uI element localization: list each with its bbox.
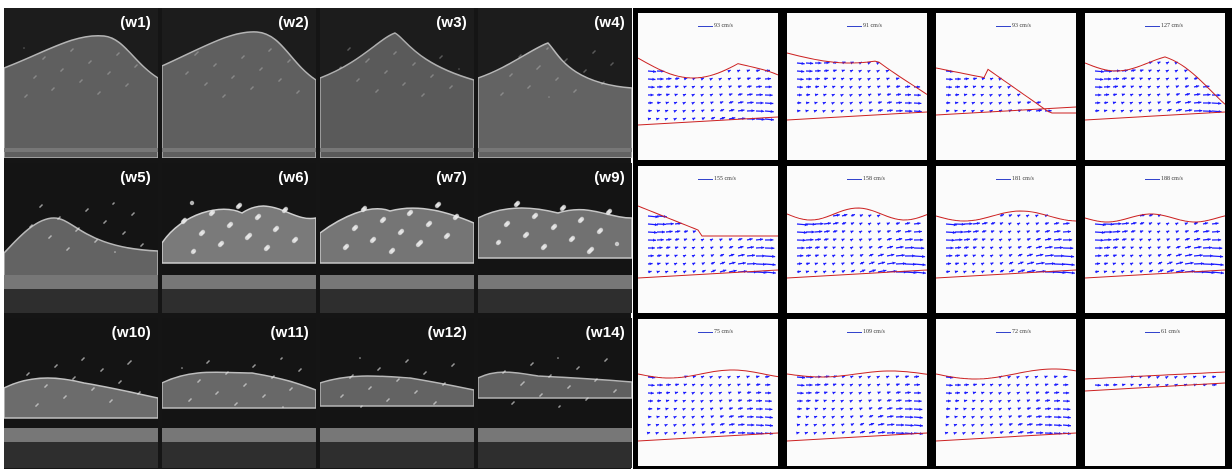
velocity-scale-label: 75 cm/s [714,329,733,335]
velocity-scale-label: 181 cm/s [1012,176,1034,182]
velocity-scale-label: 61 cm/s [1161,329,1180,335]
velocity-field [787,370,927,442]
wave-photo-frame: (w4) [478,8,632,158]
piv-velocity-plot: 109 cm/s [787,319,927,466]
velocity-scale-label: 72 cm/s [1012,329,1031,335]
wave-photo-frame: (w9) [478,163,632,313]
frame-label: (w3) [436,14,467,31]
wave-photo-frame: (w6) [162,163,316,313]
velocity-scale-label: 155 cm/s [714,176,736,182]
wave-photo-image [162,318,316,468]
frame-label: (w9) [594,169,625,186]
wave-photo-image [162,8,316,158]
velocity-field [638,57,778,126]
velocity-scale-bar [698,26,713,27]
wave-photo-frame: (w11) [162,318,316,468]
frame-label: (w10) [111,324,151,341]
photo-sequence-grid: (w1) (w2) (w3) (w4) (w5) (w6) (w7) (w9) (w10) (w1… [4,8,632,469]
velocity-scale-label: 93 cm/s [714,23,733,29]
frame-label: (w5) [120,169,151,186]
wave-photo-image [478,8,632,158]
wave-photo-image [320,318,474,468]
wave-photo-frame: (w12) [320,318,474,468]
velocity-scale-bar [996,26,1011,27]
velocity-scale-label: 127 cm/s [1161,23,1183,29]
piv-velocity-grid: 93 cm/s 91 cm/s 93 cm/s 127 cm/s 155 cm/s 158… [633,8,1232,469]
frame-label: (w11) [270,324,309,341]
velocity-scale-bar [698,332,713,333]
velocity-scale-bar [847,26,862,27]
velocity-scale-label: 93 cm/s [1012,23,1031,29]
wave-photo-frame: (w5) [4,163,158,313]
piv-velocity-plot: 181 cm/s [936,166,1076,313]
wave-photo-frame: (w7) [320,163,474,313]
piv-velocity-plot: 188 cm/s [1085,166,1225,313]
wave-photo-image [478,163,632,313]
frame-label: (w7) [436,169,467,186]
velocity-field [638,369,778,442]
wave-photo-image [4,163,158,313]
frame-label: (w1) [120,14,151,31]
wave-photo-image [320,8,474,158]
velocity-field [1085,56,1225,121]
wave-photo-image [4,8,158,158]
velocity-scale-bar [1145,332,1160,333]
piv-velocity-plot: 155 cm/s [638,166,778,313]
wave-photo-frame: (w1) [4,8,158,158]
piv-velocity-plot: 93 cm/s [638,13,778,160]
velocity-scale-bar [1145,26,1160,27]
velocity-field [1085,371,1225,392]
velocity-scale-bar [996,332,1011,333]
velocity-scale-bar [698,179,713,180]
velocity-field [936,368,1076,442]
velocity-field [787,52,927,121]
velocity-scale-bar [847,332,862,333]
wave-photo-frame: (w2) [162,8,316,158]
piv-velocity-plot: 91 cm/s [787,13,927,160]
piv-velocity-plot: 158 cm/s [787,166,927,313]
frame-label: (w12) [427,324,467,341]
piv-velocity-plot: 72 cm/s [936,319,1076,466]
wave-photo-image [162,163,316,313]
velocity-scale-label: 158 cm/s [863,176,885,182]
piv-velocity-plot: 93 cm/s [936,13,1076,160]
wave-photo-frame: (w14) [478,318,632,468]
piv-velocity-plot: 75 cm/s [638,319,778,466]
piv-velocity-plot: 61 cm/s [1085,319,1225,466]
velocity-scale-bar [847,179,862,180]
frame-label: (w4) [594,14,625,31]
wave-photo-frame: (w3) [320,8,474,158]
wave-photo-frame: (w10) [4,318,158,468]
wave-photo-image [478,318,632,468]
frame-label: (w14) [585,324,625,341]
piv-velocity-plot: 127 cm/s [1085,13,1225,160]
velocity-field [638,205,778,279]
velocity-field [936,210,1076,279]
velocity-scale-label: 91 cm/s [863,23,882,29]
velocity-field [936,67,1076,116]
velocity-scale-bar [996,179,1011,180]
velocity-scale-label: 109 cm/s [863,329,885,335]
velocity-scale-bar [1145,179,1160,180]
velocity-scale-label: 188 cm/s [1161,176,1183,182]
velocity-field [1085,213,1225,279]
frame-label: (w2) [278,14,309,31]
velocity-field [787,207,927,279]
wave-photo-image [320,163,474,313]
wave-photo-image [4,318,158,468]
frame-label: (w6) [278,169,309,186]
